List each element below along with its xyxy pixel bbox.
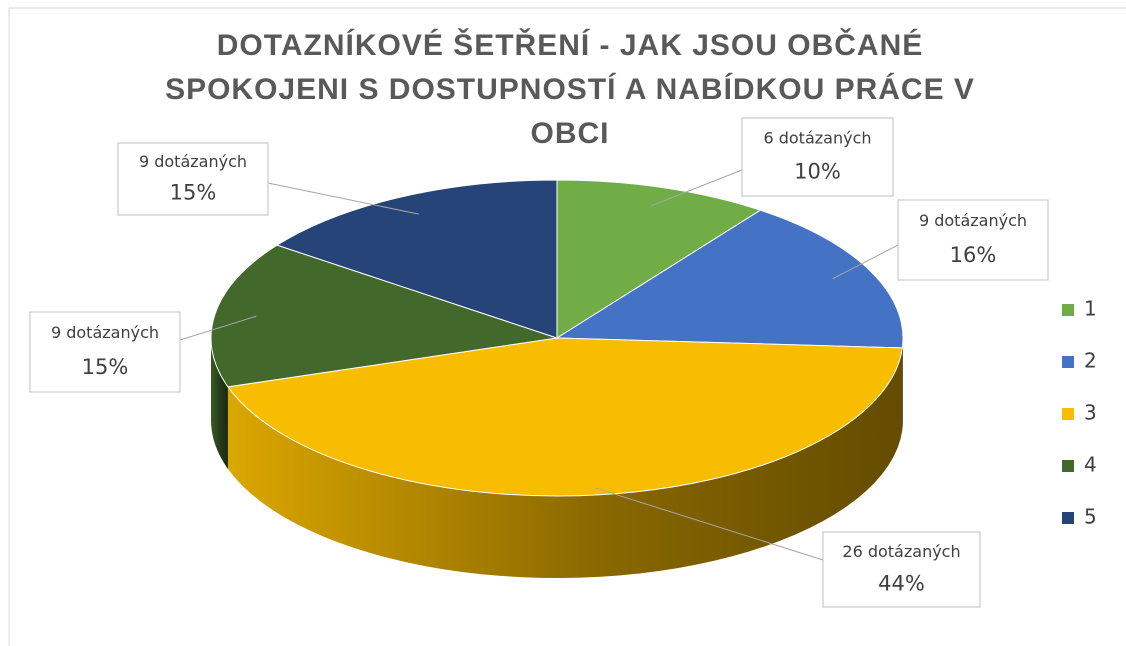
slice [210,244,558,388]
legend-swatch [1062,408,1074,420]
data-label: 44% [878,572,925,596]
slice [227,337,903,497]
legend-label: 2 [1084,349,1097,373]
legend-label: 5 [1084,505,1097,529]
label-box [822,531,981,608]
slice [555,209,904,349]
count-label: 6 dotázaných [763,129,871,148]
legend-label: 1 [1084,297,1097,321]
label-box [741,117,894,197]
slice-side-shade [227,347,903,578]
label-box [897,199,1049,281]
label-box [117,142,269,216]
legend-swatch [1062,304,1074,316]
data-label: 16% [950,243,997,267]
slice-side-shade [902,338,903,430]
leader-line [179,315,257,341]
legend-swatch [1062,460,1074,472]
count-label: 26 dotázaných [842,542,960,561]
leader-line [832,244,899,280]
legend-label: 3 [1084,401,1097,425]
label-box [29,311,181,393]
data-label: 15% [82,355,129,379]
count-label: 9 dotázaných [51,323,159,342]
slice [556,179,762,339]
leader-line [595,487,824,561]
data-label: 10% [794,160,841,184]
count-label: 9 dotázaných [919,211,1027,230]
chart-title: DOTAZNÍKOVÉ ŠETŘENÍ - JAK JSOU OBČANÉ SP… [165,29,975,150]
legend-swatch [1062,512,1074,524]
slice [275,179,558,339]
slice-side-shade [211,338,228,469]
leader-line [650,169,743,207]
leader-line [267,182,419,215]
legend-swatch [1062,356,1074,368]
legend-label: 4 [1084,453,1097,477]
count-label: 9 dotázaných [139,152,247,171]
data-label: 15% [170,180,217,204]
